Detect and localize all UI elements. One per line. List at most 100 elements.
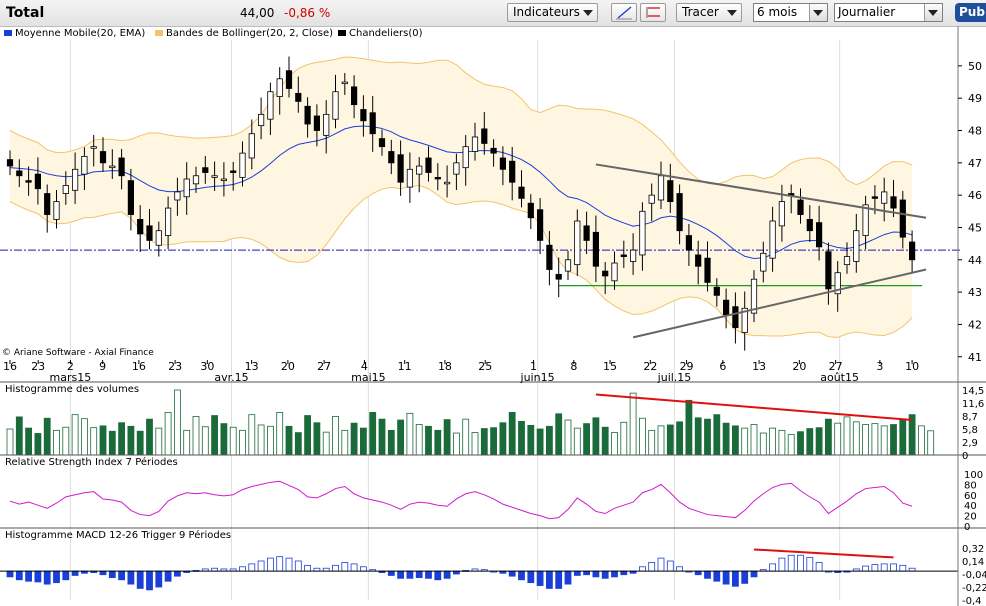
volume-bar [304,415,312,456]
volume-tick-label: 5,8 [962,425,978,436]
macd-bar [694,570,702,576]
indicators-button[interactable]: Indicateurs [507,3,598,22]
macd-bar [657,557,665,572]
candle-body [323,113,330,136]
trendlines [595,163,927,339]
volume-bar [173,389,181,456]
candle-body [825,251,832,290]
toolbar: Total 44,00 -0,86 % Indicateurs Tracer 6… [0,0,986,27]
line-tool-button[interactable] [611,3,637,22]
macd-bar [425,570,432,579]
volume-bar [499,422,507,456]
chevron-down-icon[interactable] [809,4,827,21]
macd-bar [248,563,256,572]
horizontal-line-tool-button[interactable] [640,3,666,22]
volume-bar [694,417,702,456]
macd-bar [434,570,442,581]
price-tick-label: 46 [968,189,982,202]
volume-bar [341,429,349,456]
candle-body [881,191,888,204]
candle-body [81,155,88,175]
last-price: 44,00 [240,6,275,20]
rsi-panel-title: Relative Strength Index 7 Périodes [5,457,178,468]
x-tick-label: 3 [876,360,883,373]
volume-bar [387,429,395,456]
bollinger-fill [10,57,913,338]
volume-bar [285,425,293,456]
volume-bar [146,418,153,456]
candle-body [685,235,693,251]
period-select[interactable]: 6 mois [753,3,828,22]
chevron-down-icon [727,10,737,16]
volume-bar [294,432,302,456]
macd-bar [53,570,60,584]
candle-body [518,186,525,199]
volume-tick-label: 14,5 [962,386,984,397]
candle-body [267,91,274,120]
macd-bar [704,570,711,579]
legend-label: Chandeliers(0) [349,28,423,39]
volume-bar [6,428,14,456]
x-axis-labels: 16 23 2 9 16 23 30 13 20 27 4 11 18 25 1 8 15 22 29 6 13 20 27… [3,360,919,384]
volume-bar [676,421,683,456]
candle-body [462,146,469,169]
chevron-down-icon[interactable] [924,4,942,21]
legend-bollinger: Bandes de Bollinger(20, 2, Close) [155,28,333,39]
interval-select[interactable]: Journalier [834,3,943,22]
candle-body [434,176,441,180]
candle-body [276,78,283,97]
macd-bar [564,570,572,585]
candle-body [313,115,321,131]
macd-bar [750,570,758,578]
rsi-tick-label: 20 [964,512,977,523]
x-tick-label: 4 [361,360,368,373]
macd-bar [71,570,79,576]
candle-body [630,249,637,262]
volume-bar [518,420,525,456]
candle-body [667,180,674,203]
macd-bar [359,566,367,572]
volume-bar [862,424,869,456]
price-tick-label: 49 [968,92,982,105]
x-tick-label: 9 [99,360,106,373]
chevron-down-icon [583,10,593,16]
volume-bar [713,414,721,456]
macd-bar [573,570,581,576]
volume-bar [266,425,274,456]
macd-bar [871,564,879,572]
x-tick-label: 13 [752,360,766,373]
candle-body [750,278,758,314]
candle-body [304,105,311,125]
price-tick-label: 41 [968,351,982,364]
volume-bar [434,429,442,456]
macd-bar [415,570,423,579]
macd-bar [862,565,869,572]
candle-body [397,154,404,183]
rsi-tick-label: 80 [964,480,977,491]
volume-bar [592,417,600,456]
macd-bar [769,563,776,572]
candle-body [109,165,116,169]
volume-bar [155,427,163,456]
legend-swatch [155,30,163,36]
volume-bar [759,432,767,456]
bollinger-bands [9,56,913,338]
draw-button[interactable]: Tracer [676,3,742,22]
candle-body [816,222,823,248]
candle-body [639,210,646,256]
month-label: juin15 [520,371,555,384]
macd-tick-label: 0,32 [962,544,984,555]
volume-bar [313,422,321,456]
price-tick-label: 44 [968,254,982,267]
volume-bar [666,424,674,456]
volume-bar [620,421,628,456]
volume-bar [359,427,367,456]
candle-body [192,175,200,185]
candle-body [453,162,460,175]
legend-swatch [4,30,12,36]
macd-bar [387,570,395,576]
pub-button[interactable]: Pub [955,3,986,22]
volume-bar [546,425,553,456]
macd-bar [136,570,144,589]
